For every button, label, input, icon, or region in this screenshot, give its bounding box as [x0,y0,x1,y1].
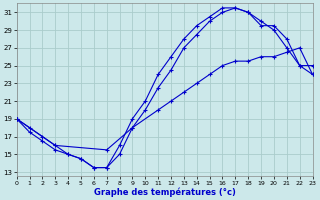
X-axis label: Graphe des températures (°c): Graphe des températures (°c) [94,187,236,197]
